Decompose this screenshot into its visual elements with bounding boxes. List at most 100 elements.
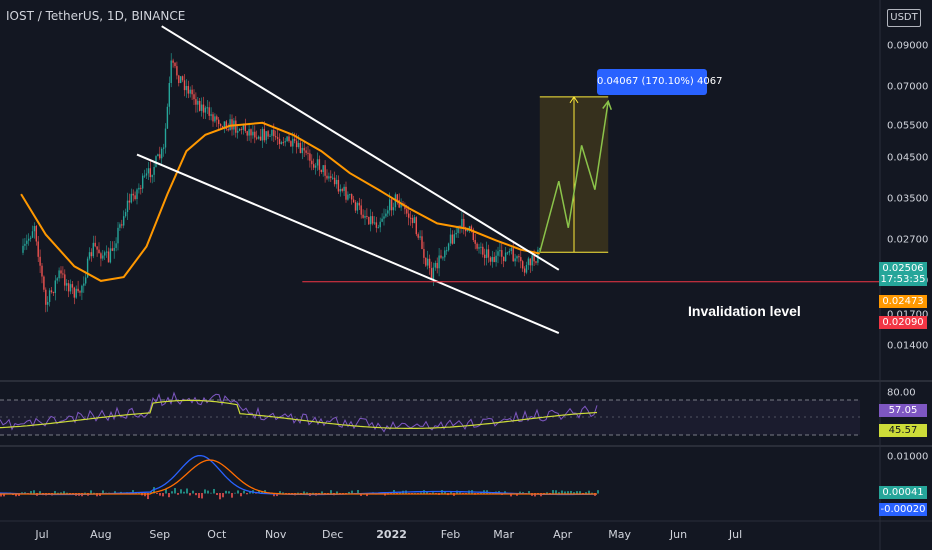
candle-body xyxy=(143,175,146,177)
time-tick: Dec xyxy=(322,528,344,541)
macd-value-tag: 0.00041 xyxy=(879,486,927,499)
macd-histogram-bar xyxy=(189,493,191,496)
macd-histogram-bar xyxy=(60,492,62,494)
macd-histogram-bar xyxy=(132,490,134,494)
candle-body xyxy=(476,243,478,249)
candle-body xyxy=(47,301,49,305)
candle-body xyxy=(219,124,222,126)
candle-body xyxy=(185,85,188,91)
candle-body xyxy=(330,176,332,178)
macd-histogram-bar xyxy=(171,491,173,494)
candle-body xyxy=(189,89,191,94)
candle-body xyxy=(227,129,229,131)
candle-body xyxy=(413,217,416,224)
candle-body xyxy=(79,291,81,293)
macd-histogram-bar xyxy=(312,492,314,494)
candle-body xyxy=(132,193,134,196)
rsi-band xyxy=(0,400,860,435)
time-tick: Jul xyxy=(728,528,743,541)
candle-body xyxy=(102,255,104,259)
invalidation-price-tag: 0.02090 xyxy=(879,316,927,329)
candle-body xyxy=(449,234,452,244)
candle-body xyxy=(512,248,514,262)
candle-body xyxy=(24,243,26,246)
price-tick: 0.01400 xyxy=(887,340,929,352)
candle-body xyxy=(438,255,440,269)
macd-histogram-bar xyxy=(432,492,434,494)
macd-histogram-bar xyxy=(573,492,575,494)
macd-histogram-bar xyxy=(321,491,323,494)
candle-body xyxy=(311,160,313,165)
candle-body xyxy=(493,256,495,263)
candle-body xyxy=(432,267,435,281)
macd-histogram-bar xyxy=(216,493,218,496)
candle-body xyxy=(349,194,351,196)
candle-body xyxy=(225,121,227,130)
candle-body xyxy=(474,240,476,244)
candle-body xyxy=(214,116,216,122)
candle-body xyxy=(444,250,446,258)
candle-body xyxy=(332,177,334,179)
macd-histogram-bar xyxy=(147,493,149,500)
candle-body xyxy=(138,187,140,190)
macd-histogram-bar xyxy=(168,493,170,498)
candle-body xyxy=(254,131,256,138)
candle-body xyxy=(373,222,376,224)
candle-body xyxy=(269,135,271,137)
projected-path xyxy=(539,101,609,253)
macd-histogram-bar xyxy=(552,490,554,494)
currency-button[interactable]: USDT xyxy=(887,9,921,27)
candle-body xyxy=(531,255,533,266)
candle-body xyxy=(341,189,343,191)
time-tick: Aug xyxy=(90,528,112,541)
macd-histogram-bar xyxy=(201,493,203,499)
candle-body xyxy=(295,140,298,148)
macd-histogram-bar xyxy=(288,493,290,494)
candle-body xyxy=(273,129,275,137)
candle-body xyxy=(442,257,444,259)
candle-body xyxy=(472,229,474,241)
candle-body xyxy=(335,179,338,185)
macd-histogram-bar xyxy=(522,492,524,494)
candle-body xyxy=(180,76,182,84)
candle-body xyxy=(168,83,170,107)
candle-body xyxy=(244,125,246,132)
time-tick: Nov xyxy=(264,528,287,541)
candle-body xyxy=(489,257,492,262)
candle-body xyxy=(174,62,176,67)
macd-histogram-bar xyxy=(588,490,590,494)
candle-body xyxy=(128,200,131,203)
candle-body xyxy=(434,262,436,268)
macd-histogram-bar xyxy=(231,493,233,498)
macd-histogram-bar xyxy=(54,491,56,494)
macd-histogram-bar xyxy=(558,492,560,494)
candle-body xyxy=(504,252,507,262)
candle-body xyxy=(404,205,406,210)
candle-body xyxy=(447,243,450,251)
price-tick: 0.05500 xyxy=(887,120,929,132)
candle-body xyxy=(83,283,85,286)
candle-body xyxy=(463,218,465,229)
candle-body xyxy=(470,226,473,230)
candle-body xyxy=(256,137,258,139)
lower-trendline xyxy=(136,153,560,334)
macd-histogram-bar xyxy=(546,492,548,494)
candle-body xyxy=(39,256,41,266)
candle-body xyxy=(383,216,385,219)
candle-body xyxy=(263,128,265,141)
candle-body xyxy=(105,251,108,253)
candle-body xyxy=(516,256,518,259)
macd-histogram-bar xyxy=(39,491,41,494)
candle-body xyxy=(345,186,347,200)
macd-histogram-bar xyxy=(504,491,506,494)
candle-body xyxy=(354,202,357,211)
macd-histogram-bar xyxy=(174,488,176,494)
macd-histogram-bar xyxy=(297,492,299,494)
target-measure-arrowhead xyxy=(569,95,579,104)
macd-histogram-bar xyxy=(180,489,182,494)
candle-body xyxy=(309,153,311,161)
macd-histogram-bar xyxy=(348,491,350,494)
candle-body xyxy=(390,199,393,211)
macd-histogram-bar xyxy=(0,493,2,497)
